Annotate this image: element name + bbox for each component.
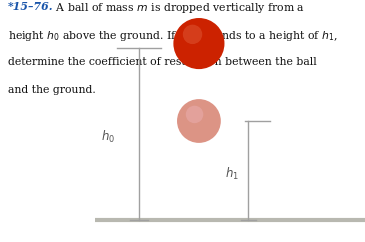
Text: height $h_0$ above the ground. If it rebounds to a height of $h_1$,: height $h_0$ above the ground. If it reb… (8, 29, 338, 43)
Text: A ball of mass $m$ is dropped vertically from a: A ball of mass $m$ is dropped vertically… (49, 1, 305, 15)
Text: determine the coefficient of restitution between the ball: determine the coefficient of restitution… (8, 57, 317, 67)
Text: and the ground.: and the ground. (8, 85, 96, 95)
Text: $h_0$: $h_0$ (101, 129, 115, 145)
Ellipse shape (177, 99, 221, 143)
Ellipse shape (183, 25, 202, 44)
Text: *15–76.: *15–76. (8, 1, 54, 12)
Ellipse shape (173, 18, 224, 69)
Ellipse shape (186, 106, 203, 123)
Text: $h_1$: $h_1$ (225, 166, 239, 182)
